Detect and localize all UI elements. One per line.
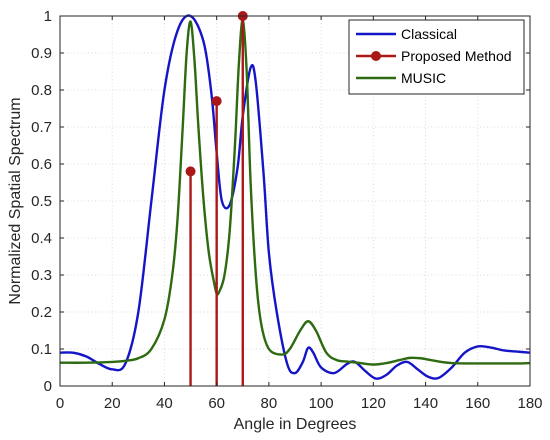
- x-tick-label: 100: [309, 395, 334, 412]
- x-tick-label: 20: [104, 395, 121, 412]
- legend-label-proposed-method: Proposed Method: [401, 48, 512, 64]
- y-tick-label: 0.3: [31, 267, 52, 284]
- legend-label-music: MUSIC: [401, 70, 446, 86]
- y-tick-label: 1: [44, 8, 52, 25]
- x-axis-title: Angle in Degrees: [234, 416, 357, 433]
- series-line-classical: [59, 14, 531, 380]
- y-tick-label: 0.5: [31, 193, 52, 210]
- y-tick-label: 0.1: [31, 341, 52, 358]
- x-tick-label: 180: [517, 395, 542, 412]
- series-line-music: [59, 18, 531, 366]
- plot-layer: [59, 11, 531, 386]
- x-tick-label: 160: [465, 395, 490, 412]
- grid-layer: [60, 16, 530, 386]
- y-axis-title: Normalized Spatial Spectrum: [7, 97, 24, 304]
- stem-marker: [211, 96, 222, 107]
- y-tick-label: 0.4: [31, 230, 52, 247]
- legend-marker-proposed-method: [371, 51, 381, 61]
- y-tick-label: 0.7: [31, 119, 52, 136]
- legend: Classical Proposed Method MUSIC: [348, 19, 525, 95]
- stem-marker: [185, 166, 196, 177]
- y-tick-label: 0.9: [31, 45, 52, 62]
- y-tick-label: 0.6: [31, 156, 52, 173]
- tick-layer: 0 20 40 60 80 100 120 140 160 180 0 0.1 0.2 0.3 0.4 0.5…: [31, 8, 542, 412]
- legend-label-classical: Classical: [401, 26, 457, 42]
- x-tick-label: 80: [261, 395, 278, 412]
- x-tick-label: 60: [208, 395, 225, 412]
- y-tick-label: 0.8: [31, 82, 52, 99]
- x-tick-label: 140: [413, 395, 438, 412]
- x-tick-label: 40: [156, 395, 173, 412]
- x-tick-label: 120: [361, 395, 386, 412]
- y-tick-label: 0.2: [31, 304, 52, 321]
- x-tick-label: 0: [56, 395, 64, 412]
- y-tick-label: 0: [44, 378, 52, 395]
